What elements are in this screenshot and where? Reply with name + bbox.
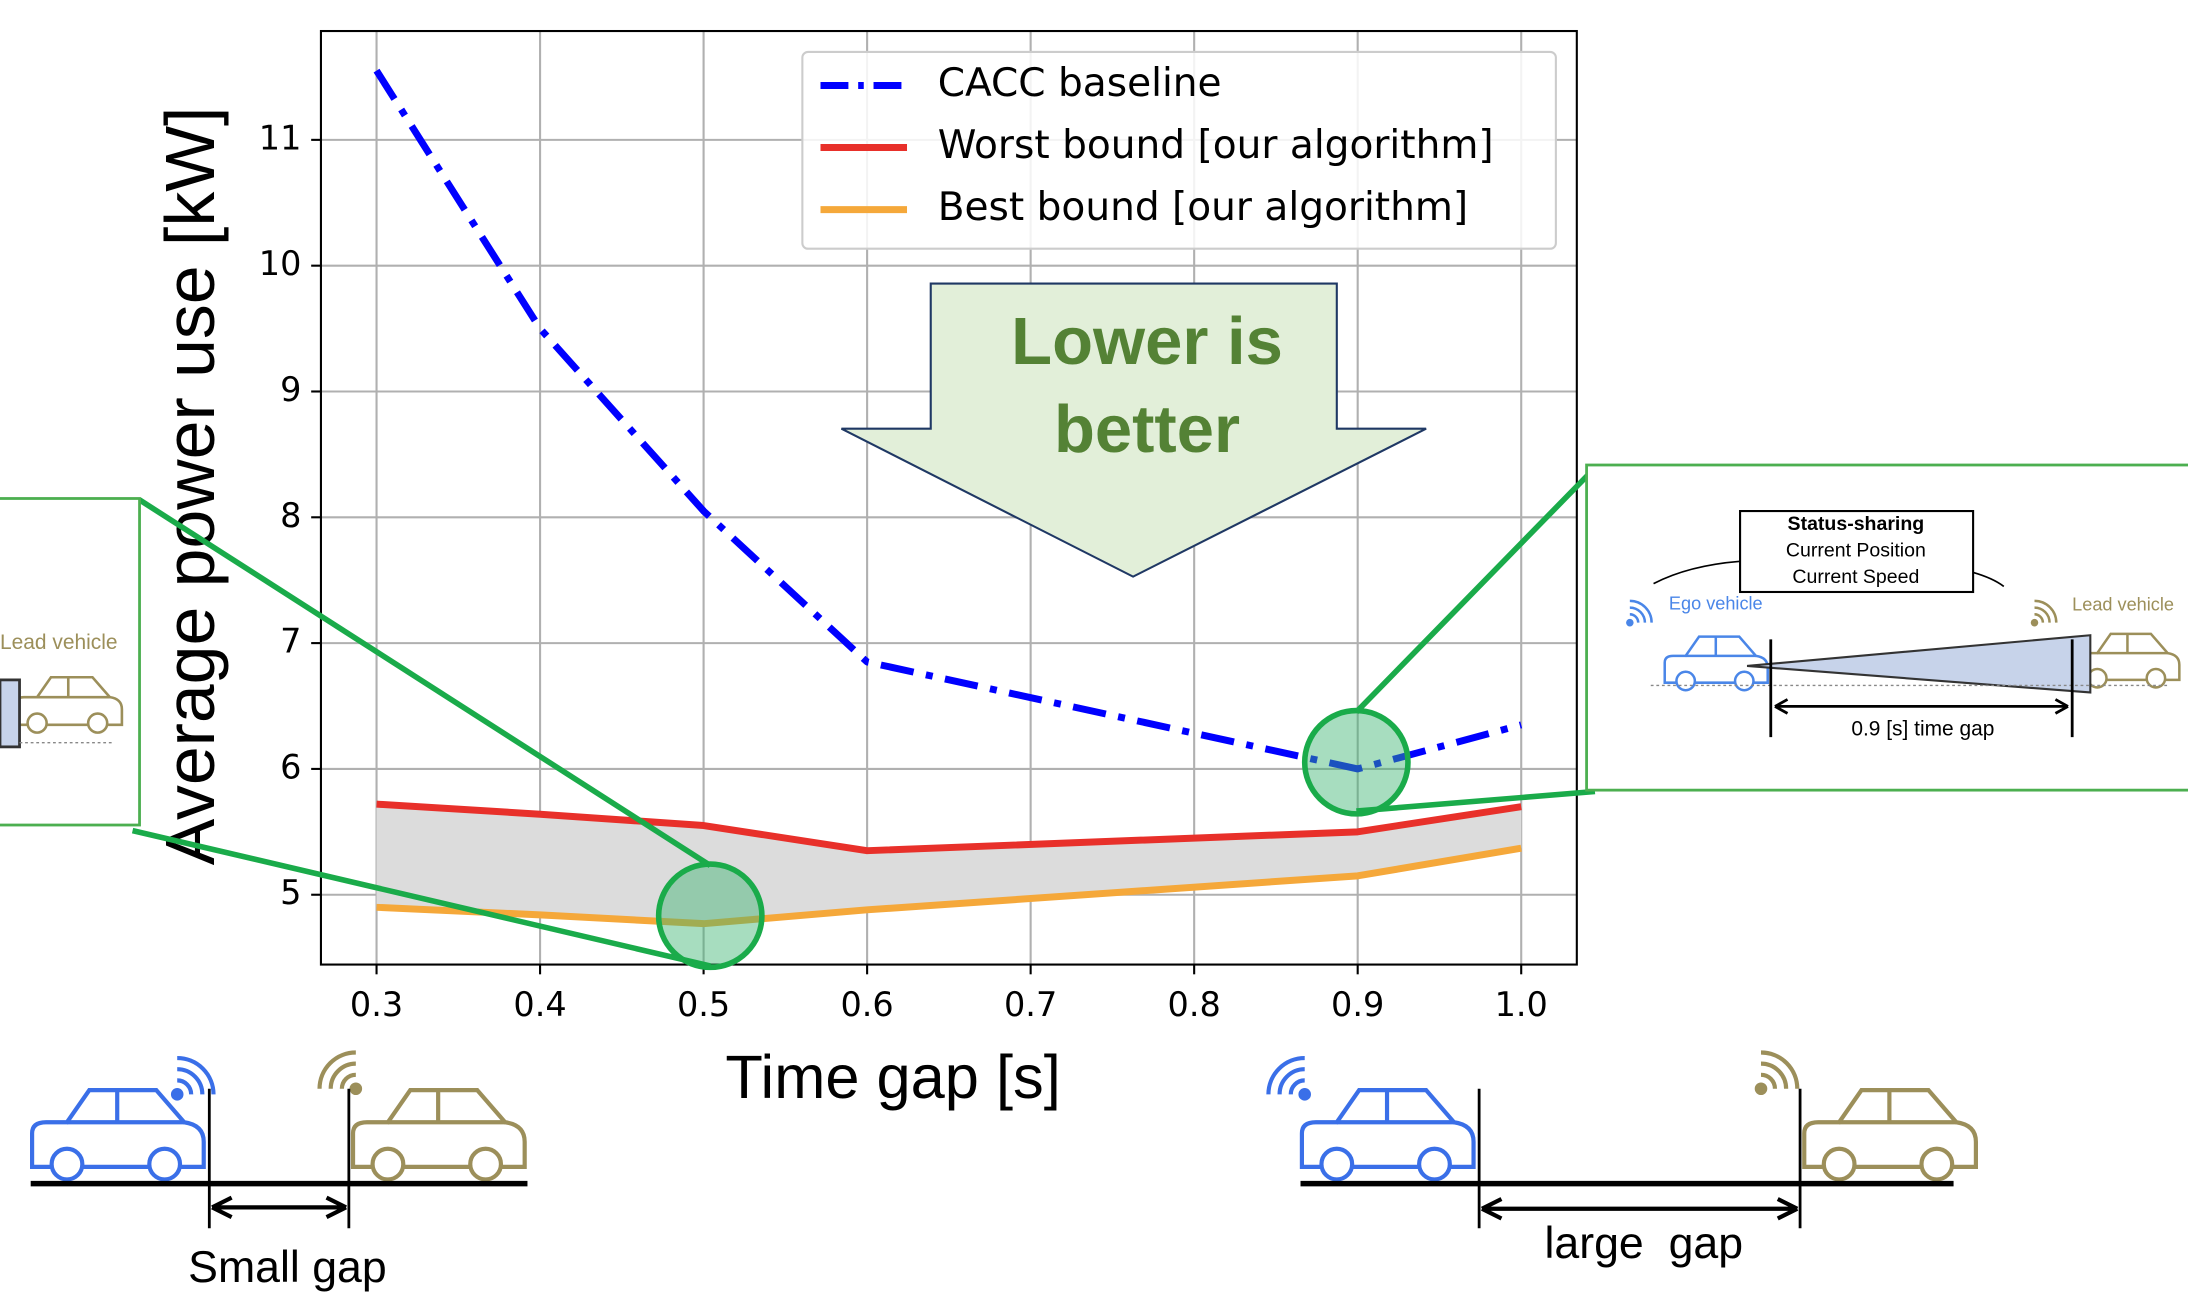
x-tick-label: 1.0 [1495, 985, 1548, 1024]
y-tick-label: 7 [280, 622, 301, 661]
legend-label: CACC baseline [938, 61, 1222, 106]
zoom-line [138, 497, 712, 868]
x-tick-label: 0.8 [1168, 985, 1221, 1024]
zoom-line [131, 827, 711, 969]
wifi-icon [1268, 1058, 1308, 1098]
status-title: Status-sharing [1788, 513, 1925, 535]
series-line [376, 844, 1522, 928]
gap-arrow [1774, 698, 2069, 715]
status-box [1739, 510, 1975, 594]
y-tick-label: 6 [280, 747, 301, 786]
x-tick-label: 0.7 [1004, 985, 1057, 1024]
series-line [376, 800, 1522, 855]
y-tick-label: 11 [259, 118, 302, 157]
y-tick-label: 10 [259, 244, 302, 283]
annotation-line: better [1054, 392, 1240, 467]
annotation-line: Lower is [1011, 304, 1283, 379]
arrow [840, 282, 1427, 578]
sensor-cone [0, 678, 21, 749]
car-icon [1302, 1090, 1474, 1179]
gap-arrow [1480, 1197, 1799, 1221]
car-icon [1804, 1090, 1976, 1179]
gap-label: Small gap [188, 1243, 387, 1292]
highlight [655, 861, 765, 971]
y-axis-label: Average power use [kW] [151, 107, 229, 866]
legend-label: Worst bound [our algorithm] [938, 123, 1494, 168]
legend-label: Best bound [our algorithm] [938, 185, 1468, 230]
wifi-icon [1757, 1052, 1797, 1092]
status-line: Current Speed [1792, 566, 1919, 588]
inset-label: Lead vehicle [0, 631, 117, 654]
zoom-line [1356, 788, 1596, 814]
arrow [1972, 571, 2005, 588]
arrow [1653, 560, 1741, 585]
x-tick-label: 0.9 [1331, 985, 1384, 1024]
y-tick-label: 5 [280, 873, 301, 912]
x-tick-label: 0.5 [677, 985, 730, 1024]
zoom-callouts [131, 465, 1597, 971]
x-tick-label: 0.6 [840, 985, 893, 1024]
wifi-icon [173, 1058, 213, 1098]
legend: CACC baseline Worst bound [our algorithm]… [801, 50, 1557, 250]
large-gap-illustration: large gap [1268, 1052, 1975, 1268]
wifi-icon [320, 1052, 360, 1092]
gap-label: large gap [1545, 1219, 1744, 1268]
x-tick-label: 0.3 [350, 985, 403, 1024]
legend-box [801, 50, 1557, 250]
car-icon [32, 1090, 204, 1179]
inset-frame [1585, 463, 2188, 792]
inset-frame [0, 497, 141, 827]
y-tick-label: 8 [280, 496, 301, 535]
gap-arrow [211, 1195, 347, 1220]
left-inset: Lead vehicle [0, 497, 141, 827]
gap-label: 0.9 [s] time gap [1851, 718, 1994, 741]
series-line [373, 68, 1523, 773]
inset-label: Ego vehicle [1669, 593, 1763, 613]
inset-label: Lead vehicle [2072, 595, 2174, 615]
y-tick-label: 9 [280, 370, 301, 409]
right-inset: Status-sharing Current Position Current … [1585, 463, 2188, 792]
highlight [1301, 707, 1411, 817]
status-line: Current Position [1786, 540, 1926, 562]
annotation: Lower is better [840, 282, 1427, 578]
sensor-cone [1746, 634, 2092, 694]
car-icon [353, 1090, 525, 1179]
zoom-line [1354, 465, 1597, 714]
x-tick-label: 0.4 [513, 985, 566, 1024]
plot-frame [319, 29, 1578, 966]
small-gap-illustration: Small gap [31, 1052, 528, 1292]
x-axis-label: Time gap [s] [725, 1043, 1060, 1112]
